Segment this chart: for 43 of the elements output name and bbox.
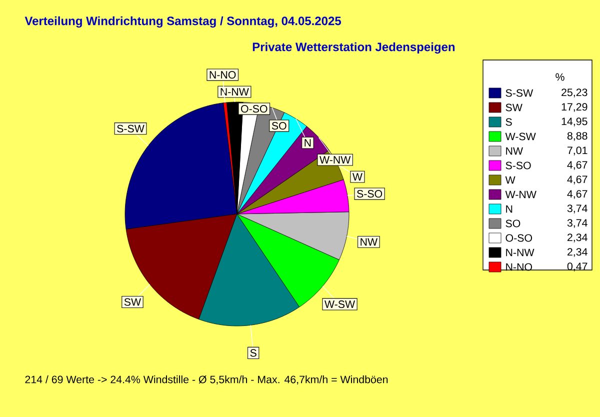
slice-label: W	[352, 173, 362, 180]
legend-label: N	[506, 205, 512, 213]
slice-label: W-SW	[324, 300, 356, 308]
slice-label: S	[250, 349, 256, 357]
chart-subtitle: Private Wetterstation Jedenspeigen	[252, 42, 455, 54]
legend-label: NW	[506, 147, 524, 155]
data-label: 8,88	[567, 132, 588, 141]
data-label: 2,34	[568, 248, 588, 257]
slice-label: N-NO	[210, 71, 236, 79]
legend-label: O-SO	[506, 234, 532, 242]
data-label: 2,34	[568, 234, 588, 242]
slice-label: S-SW	[117, 124, 144, 132]
category-label: SO	[272, 122, 286, 130]
slice-label: W-NW	[320, 156, 351, 164]
slice-label: N-NW	[220, 88, 249, 96]
data-label: 14,95	[562, 118, 588, 126]
data-label: 7,01	[568, 146, 588, 156]
legend-label: W-NW	[505, 190, 536, 198]
legend-label: S-SW	[506, 89, 534, 97]
slice-label: S-SO	[357, 190, 382, 198]
legend-label: SO	[506, 220, 520, 228]
slice-label: NW	[360, 238, 378, 246]
data-label: 17,29	[562, 103, 588, 112]
data-label: 4,67	[567, 161, 588, 170]
legend-label: SW	[506, 104, 522, 112]
legend-label: S	[506, 118, 512, 126]
data-label: 0,47	[567, 262, 588, 272]
legend-title: %	[556, 73, 564, 81]
category-label: N	[304, 139, 311, 146]
legend-label: W-SW	[505, 132, 536, 140]
text: 214 / 69 Werte -> 24.4% Windstille - Ø 5,5km/h - Max. 46,7km/h = Windböen	[25, 375, 388, 385]
data-label: 4,67	[567, 176, 588, 184]
data-label: 4,67	[567, 190, 588, 199]
slice-label: SW	[124, 298, 142, 306]
data-label: 3,74	[567, 219, 588, 228]
slice-label: O-SO	[241, 105, 268, 113]
legend-label: N-NW	[506, 248, 534, 256]
data-label: 25,23	[562, 88, 588, 98]
legend-label: W	[505, 176, 516, 184]
legend-label: N-NO	[506, 263, 532, 271]
data-label: 3,74	[567, 204, 588, 214]
legend-label: S-SO	[506, 162, 531, 170]
chart-title: Verteilung Windrichtung Samstag / Sonntag, 04.05.2025	[24, 16, 342, 28]
